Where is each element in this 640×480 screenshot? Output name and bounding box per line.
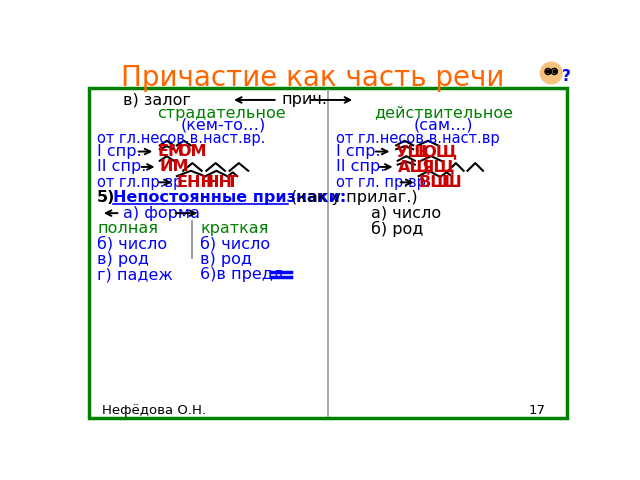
Text: в) залог: в) залог bbox=[123, 93, 191, 108]
Text: в) род: в) род bbox=[200, 252, 252, 267]
Text: I спр.: I спр. bbox=[97, 144, 141, 159]
Text: ?: ? bbox=[562, 69, 571, 84]
Circle shape bbox=[540, 62, 562, 84]
Text: НН: НН bbox=[205, 175, 232, 190]
Text: 17: 17 bbox=[529, 404, 546, 417]
Text: ЕНН: ЕНН bbox=[177, 175, 215, 190]
Text: страдательное: страдательное bbox=[157, 106, 286, 120]
Text: ОМ: ОМ bbox=[178, 144, 207, 159]
Text: б) число: б) число bbox=[97, 236, 167, 252]
Text: Т: Т bbox=[227, 175, 238, 190]
Text: действительное: действительное bbox=[374, 106, 513, 120]
Text: АЩ: АЩ bbox=[397, 159, 431, 174]
Text: а) форма: а) форма bbox=[123, 205, 200, 221]
Text: УЩ: УЩ bbox=[396, 144, 429, 159]
Text: от гл.пр.вр.: от гл.пр.вр. bbox=[97, 175, 187, 190]
Text: а) число: а) число bbox=[371, 205, 441, 221]
Text: 5): 5) bbox=[97, 190, 115, 205]
Text: I спр.: I спр. bbox=[336, 144, 380, 159]
Text: ИМ: ИМ bbox=[160, 159, 189, 174]
Text: полная: полная bbox=[97, 221, 158, 236]
Text: II спр.: II спр. bbox=[97, 159, 147, 174]
Text: от гл. пр.вр.: от гл. пр.вр. bbox=[336, 175, 430, 190]
Text: (кем-то…): (кем-то…) bbox=[180, 118, 266, 133]
Text: (как у прилаг.): (как у прилаг.) bbox=[291, 190, 417, 205]
Text: ЯЩ: ЯЩ bbox=[422, 159, 456, 174]
Text: Непостоянные признаки:: Непостоянные признаки: bbox=[113, 190, 346, 205]
Text: б) род: б) род bbox=[371, 220, 423, 237]
Text: Ш: Ш bbox=[441, 175, 461, 190]
Text: ЮЩ: ЮЩ bbox=[418, 144, 458, 159]
Text: ЕМ: ЕМ bbox=[157, 144, 184, 159]
Text: прич.: прич. bbox=[282, 93, 328, 108]
Text: от гл.несов.в.наст.вр: от гл.несов.в.наст.вр bbox=[336, 131, 499, 146]
Text: Причастие как часть речи: Причастие как часть речи bbox=[121, 64, 504, 92]
Text: г) падеж: г) падеж bbox=[97, 267, 173, 282]
Text: (сам…): (сам…) bbox=[413, 118, 473, 133]
Text: 6)в предл.: 6)в предл. bbox=[200, 267, 289, 282]
Text: Нефёдова О.Н.: Нефёдова О.Н. bbox=[102, 404, 205, 417]
FancyBboxPatch shape bbox=[90, 88, 566, 418]
Text: ВШ: ВШ bbox=[419, 175, 451, 190]
Text: от гл.несов.в.наст.вр.: от гл.несов.в.наст.вр. bbox=[97, 131, 266, 146]
Text: в) род: в) род bbox=[97, 252, 149, 267]
Text: краткая: краткая bbox=[200, 221, 269, 236]
Text: II спр.: II спр. bbox=[336, 159, 385, 174]
Text: б) число: б) число bbox=[200, 236, 270, 252]
